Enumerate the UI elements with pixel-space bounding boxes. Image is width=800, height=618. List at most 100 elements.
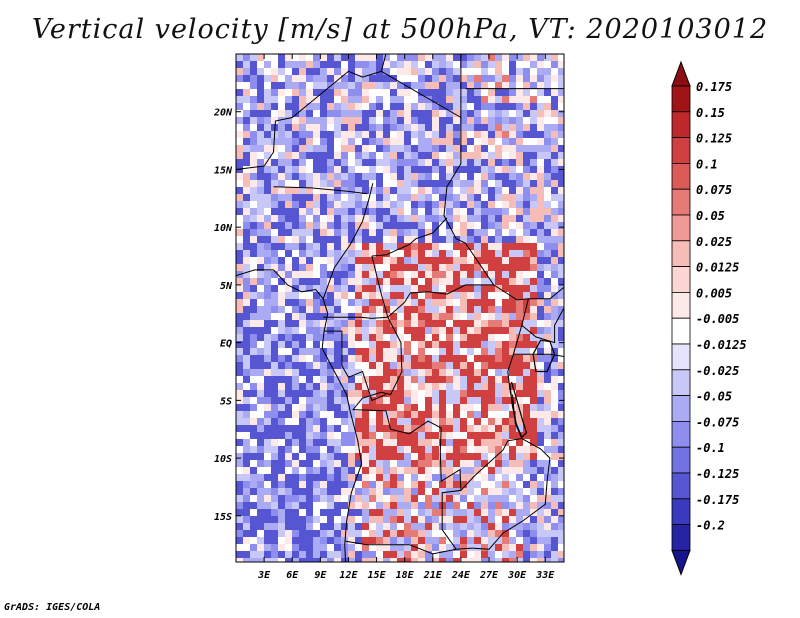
colorbar-label: 0.075	[696, 183, 732, 197]
field-cell	[453, 110, 460, 117]
field-cell	[390, 201, 397, 208]
field-cell	[355, 320, 362, 327]
field-cell	[460, 551, 467, 558]
field-cell	[460, 250, 467, 257]
field-cell	[460, 495, 467, 502]
field-cell	[334, 376, 341, 383]
field-cell	[250, 96, 257, 103]
field-cell	[271, 222, 278, 229]
field-cell	[530, 383, 537, 390]
field-cell	[236, 103, 243, 110]
field-cell	[320, 152, 327, 159]
field-cell	[397, 68, 404, 75]
field-cell	[404, 313, 411, 320]
field-cell	[341, 551, 348, 558]
field-cell	[439, 320, 446, 327]
field-cell	[404, 474, 411, 481]
field-cell	[362, 117, 369, 124]
field-cell	[397, 530, 404, 537]
field-cell	[334, 222, 341, 229]
field-cell	[488, 264, 495, 271]
field-cell	[453, 89, 460, 96]
field-cell	[257, 145, 264, 152]
field-cell	[530, 89, 537, 96]
field-cell	[516, 509, 523, 516]
field-cell	[509, 390, 516, 397]
field-cell	[460, 425, 467, 432]
field-cell	[257, 446, 264, 453]
field-cell	[432, 516, 439, 523]
field-cell	[467, 432, 474, 439]
field-cell	[341, 411, 348, 418]
field-cell	[285, 502, 292, 509]
field-cell	[257, 537, 264, 544]
field-cell	[257, 271, 264, 278]
field-cell	[271, 82, 278, 89]
field-cell	[495, 208, 502, 215]
field-cell	[488, 509, 495, 516]
field-cell	[397, 159, 404, 166]
field-cell	[502, 138, 509, 145]
field-cell	[495, 460, 502, 467]
field-cell	[530, 460, 537, 467]
field-cell	[488, 194, 495, 201]
field-cell	[523, 432, 530, 439]
field-cell	[453, 355, 460, 362]
field-cell	[313, 194, 320, 201]
field-cell	[502, 124, 509, 131]
field-cell	[369, 152, 376, 159]
field-cell	[488, 75, 495, 82]
field-cell	[502, 187, 509, 194]
field-cell	[481, 425, 488, 432]
field-cell	[460, 488, 467, 495]
field-cell	[264, 488, 271, 495]
field-cell	[327, 355, 334, 362]
field-cell	[264, 523, 271, 530]
field-cell	[348, 166, 355, 173]
field-cell	[348, 348, 355, 355]
field-cell	[530, 537, 537, 544]
field-cell	[383, 474, 390, 481]
field-cell	[418, 341, 425, 348]
field-cell	[348, 68, 355, 75]
field-cell	[362, 250, 369, 257]
field-cell	[523, 173, 530, 180]
field-cell	[306, 103, 313, 110]
field-cell	[516, 124, 523, 131]
field-cell	[292, 558, 299, 562]
field-cell	[418, 320, 425, 327]
field-cell	[397, 488, 404, 495]
field-cell	[320, 271, 327, 278]
field-cell	[551, 481, 558, 488]
field-cell	[502, 453, 509, 460]
field-cell	[467, 292, 474, 299]
field-cell	[292, 453, 299, 460]
field-cell	[432, 201, 439, 208]
field-cell	[292, 432, 299, 439]
field-cell	[509, 453, 516, 460]
field-cell	[411, 208, 418, 215]
border-line	[371, 217, 448, 257]
field-cell	[523, 278, 530, 285]
field-cell	[362, 495, 369, 502]
field-cell	[390, 103, 397, 110]
field-cell	[502, 82, 509, 89]
field-cell	[320, 166, 327, 173]
field-cell	[397, 544, 404, 551]
field-cell	[383, 208, 390, 215]
field-cell	[544, 418, 551, 425]
field-cell	[355, 292, 362, 299]
field-cell	[481, 418, 488, 425]
field-cell	[509, 208, 516, 215]
field-cell	[306, 187, 313, 194]
field-cell	[537, 75, 544, 82]
field-cell	[439, 425, 446, 432]
field-cell	[264, 530, 271, 537]
field-cell	[481, 236, 488, 243]
field-cell	[299, 551, 306, 558]
field-cell	[327, 432, 334, 439]
field-cell	[495, 166, 502, 173]
field-cell	[334, 278, 341, 285]
field-cell	[250, 124, 257, 131]
field-cell	[376, 341, 383, 348]
